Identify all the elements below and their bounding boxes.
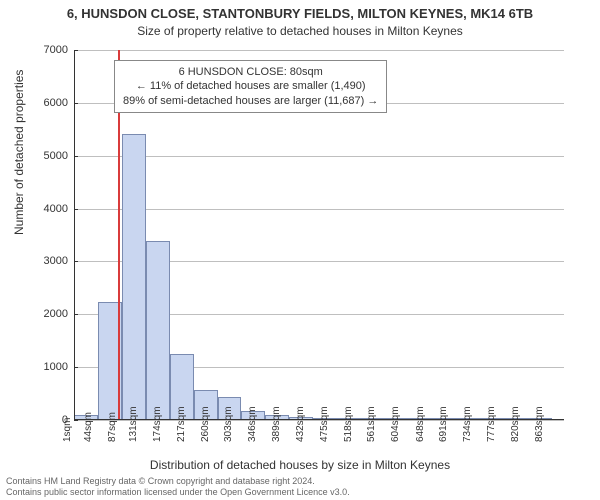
footer-line1: Contains HM Land Registry data © Crown c…	[6, 476, 350, 487]
x-tick-label: 518sqm	[343, 406, 354, 442]
footer: Contains HM Land Registry data © Crown c…	[6, 476, 350, 498]
annotation-line3: 89% of semi-detached houses are larger (…	[123, 94, 378, 108]
annotation-box: 6 HUNSDON CLOSE: 80sqm ← 11% of detached…	[114, 60, 387, 113]
title-main: 6, HUNSDON CLOSE, STANTONBURY FIELDS, MI…	[0, 6, 600, 21]
x-tick-label: 734sqm	[463, 406, 474, 442]
annotation-line2: ← 11% of detached houses are smaller (1,…	[123, 79, 378, 93]
x-tick-label: 604sqm	[390, 406, 401, 442]
x-tick-label: 44sqm	[83, 412, 94, 442]
x-tick-label: 260sqm	[200, 406, 211, 442]
x-tick-label: 303sqm	[224, 406, 235, 442]
x-tick-label: 863sqm	[534, 406, 545, 442]
y-tick-label: 7000	[44, 44, 74, 56]
x-tick-label: 432sqm	[295, 406, 306, 442]
annotation-line1: 6 HUNSDON CLOSE: 80sqm	[123, 65, 378, 79]
x-tick-label: 691sqm	[439, 406, 450, 442]
x-tick-label: 475sqm	[319, 406, 330, 442]
y-axis-label: Number of detached properties	[12, 70, 26, 235]
y-tick-label: 2000	[44, 308, 74, 320]
title-sub: Size of property relative to detached ho…	[0, 24, 600, 38]
x-tick-label: 131sqm	[128, 406, 139, 442]
x-tick-label: 648sqm	[415, 406, 426, 442]
x-tick-label: 346sqm	[247, 406, 258, 442]
footer-line2: Contains public sector information licen…	[6, 487, 350, 498]
x-tick-label: 174sqm	[152, 406, 163, 442]
x-tick-label: 777sqm	[486, 406, 497, 442]
x-tick-label: 87sqm	[107, 412, 118, 442]
chart-page: 6, HUNSDON CLOSE, STANTONBURY FIELDS, MI…	[0, 0, 600, 500]
plot-area: 01000200030004000500060007000 1sqm44sqm8…	[74, 50, 564, 420]
y-tick-label: 6000	[44, 97, 74, 109]
y-tick-label: 5000	[44, 150, 74, 162]
bar	[146, 241, 170, 420]
y-tick-label: 4000	[44, 203, 74, 215]
x-tick-label: 820sqm	[510, 406, 521, 442]
bar	[122, 134, 146, 420]
x-tick-label: 217sqm	[176, 406, 187, 442]
x-axis-label: Distribution of detached houses by size …	[0, 458, 600, 472]
x-tick-label: 561sqm	[367, 406, 378, 442]
x-tick-label: 1sqm	[62, 418, 73, 442]
y-tick-label: 1000	[44, 361, 74, 373]
x-tick-label: 389sqm	[271, 406, 282, 442]
y-tick-label: 3000	[44, 255, 74, 267]
